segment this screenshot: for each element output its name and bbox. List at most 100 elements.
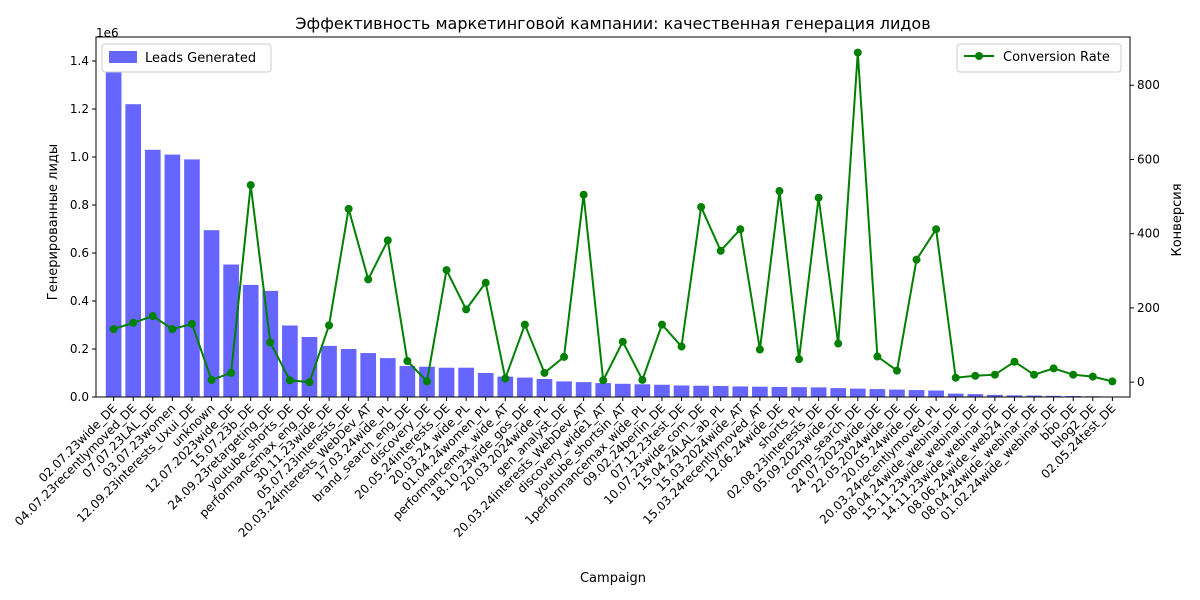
bar	[830, 388, 847, 397]
y-right-tick-label: 400	[1137, 227, 1160, 241]
y-right-tick-label: 200	[1137, 301, 1160, 315]
conversion-point	[1108, 377, 1117, 386]
conversion-point	[951, 373, 960, 382]
conversion-point	[305, 378, 314, 387]
line-series	[109, 48, 1117, 387]
bar	[1006, 395, 1023, 397]
y-ticks-right: 0 200 400 600 800	[1130, 78, 1160, 389]
bar	[732, 386, 749, 397]
bar	[771, 386, 788, 397]
bar	[614, 383, 631, 397]
conversion-point	[736, 225, 745, 234]
bar	[477, 373, 494, 397]
conversion-point	[834, 339, 843, 348]
conversion-line	[113, 52, 1113, 384]
chart-title: Эффективность маркетинговой кампании: ка…	[295, 14, 930, 33]
conversion-point	[364, 275, 373, 284]
conversion-point	[109, 325, 118, 334]
bar	[654, 384, 670, 397]
conversion-point	[657, 320, 666, 329]
bar	[869, 389, 886, 397]
bar	[634, 384, 651, 397]
conversion-point	[1010, 357, 1019, 366]
conversion-point	[775, 187, 784, 196]
conversion-point	[638, 375, 647, 384]
bar	[497, 376, 514, 397]
conversion-point	[1030, 370, 1039, 379]
conversion-point	[892, 366, 901, 375]
bar	[144, 149, 161, 397]
conversion-point	[795, 355, 804, 364]
conversion-point	[755, 345, 764, 354]
legend-right-label: Conversion Rate	[1003, 50, 1110, 65]
bar	[125, 104, 142, 397]
conversion-point	[912, 255, 921, 264]
y-right-tick-label: 0	[1137, 375, 1145, 389]
y-tick-label: 1.0	[70, 150, 89, 164]
bar	[928, 390, 944, 397]
bar	[947, 393, 964, 397]
conversion-point	[344, 204, 353, 213]
bar	[164, 154, 181, 397]
y-tick-label: 0.0	[70, 390, 89, 404]
bar	[908, 390, 925, 397]
bar	[223, 264, 239, 397]
legend-left-swatch	[109, 51, 137, 63]
conversion-point	[873, 352, 882, 361]
bar	[967, 394, 984, 397]
y-tick-label: 0.4	[70, 294, 89, 308]
legend-left-label: Leads Generated	[145, 51, 256, 66]
bar	[517, 377, 533, 397]
conversion-point	[579, 190, 588, 199]
conversion-point	[599, 376, 608, 385]
conversion-point	[148, 312, 157, 321]
bar	[556, 381, 572, 397]
legend-right: Conversion Rate	[956, 43, 1122, 73]
conversion-point	[383, 236, 392, 245]
conversion-point	[990, 370, 999, 379]
y-axis-label: Генерированные лиды	[46, 144, 61, 300]
y-right-tick-label: 600	[1137, 152, 1160, 166]
bar	[889, 389, 905, 397]
conversion-point	[1069, 370, 1078, 379]
bar	[987, 394, 1003, 397]
bar	[203, 230, 220, 397]
y-tick-label: 1.4	[70, 54, 89, 68]
bar-series	[105, 46, 1121, 397]
legend-left: Leads Generated	[101, 43, 272, 73]
conversion-point	[168, 325, 177, 334]
conversion-point	[1049, 364, 1058, 373]
y-tick-label: 0.6	[70, 246, 89, 260]
axes	[95, 36, 1131, 398]
bar	[242, 284, 259, 397]
bar	[849, 388, 866, 397]
conversion-point	[618, 337, 627, 346]
conversion-point	[481, 278, 490, 287]
y-axis-right-label: Конверсия	[1170, 183, 1185, 256]
conversion-point	[266, 338, 275, 347]
bar	[791, 387, 807, 397]
conversion-point	[325, 321, 334, 330]
conversion-point	[207, 375, 216, 384]
bar	[575, 382, 592, 397]
bar	[673, 385, 690, 397]
bar	[379, 358, 396, 397]
bar	[712, 385, 729, 397]
conversion-point	[187, 319, 196, 328]
bar	[360, 353, 377, 397]
conversion-point	[227, 368, 236, 377]
bar	[184, 159, 200, 397]
conversion-point	[501, 374, 510, 383]
x-axis-label: Campaign	[580, 571, 646, 586]
x-ticks: 02.07.23wide_DE04.07.23recentlymoved_DE0…	[12, 397, 1119, 540]
conversion-point	[814, 193, 823, 202]
y-right-tick-label: 800	[1137, 78, 1160, 92]
conversion-point	[560, 352, 569, 361]
legend-right-marker	[975, 52, 983, 60]
conversion-point	[442, 266, 451, 275]
bar	[1026, 395, 1042, 397]
bar	[340, 349, 357, 397]
conversion-point	[462, 305, 471, 314]
bar	[438, 367, 455, 397]
